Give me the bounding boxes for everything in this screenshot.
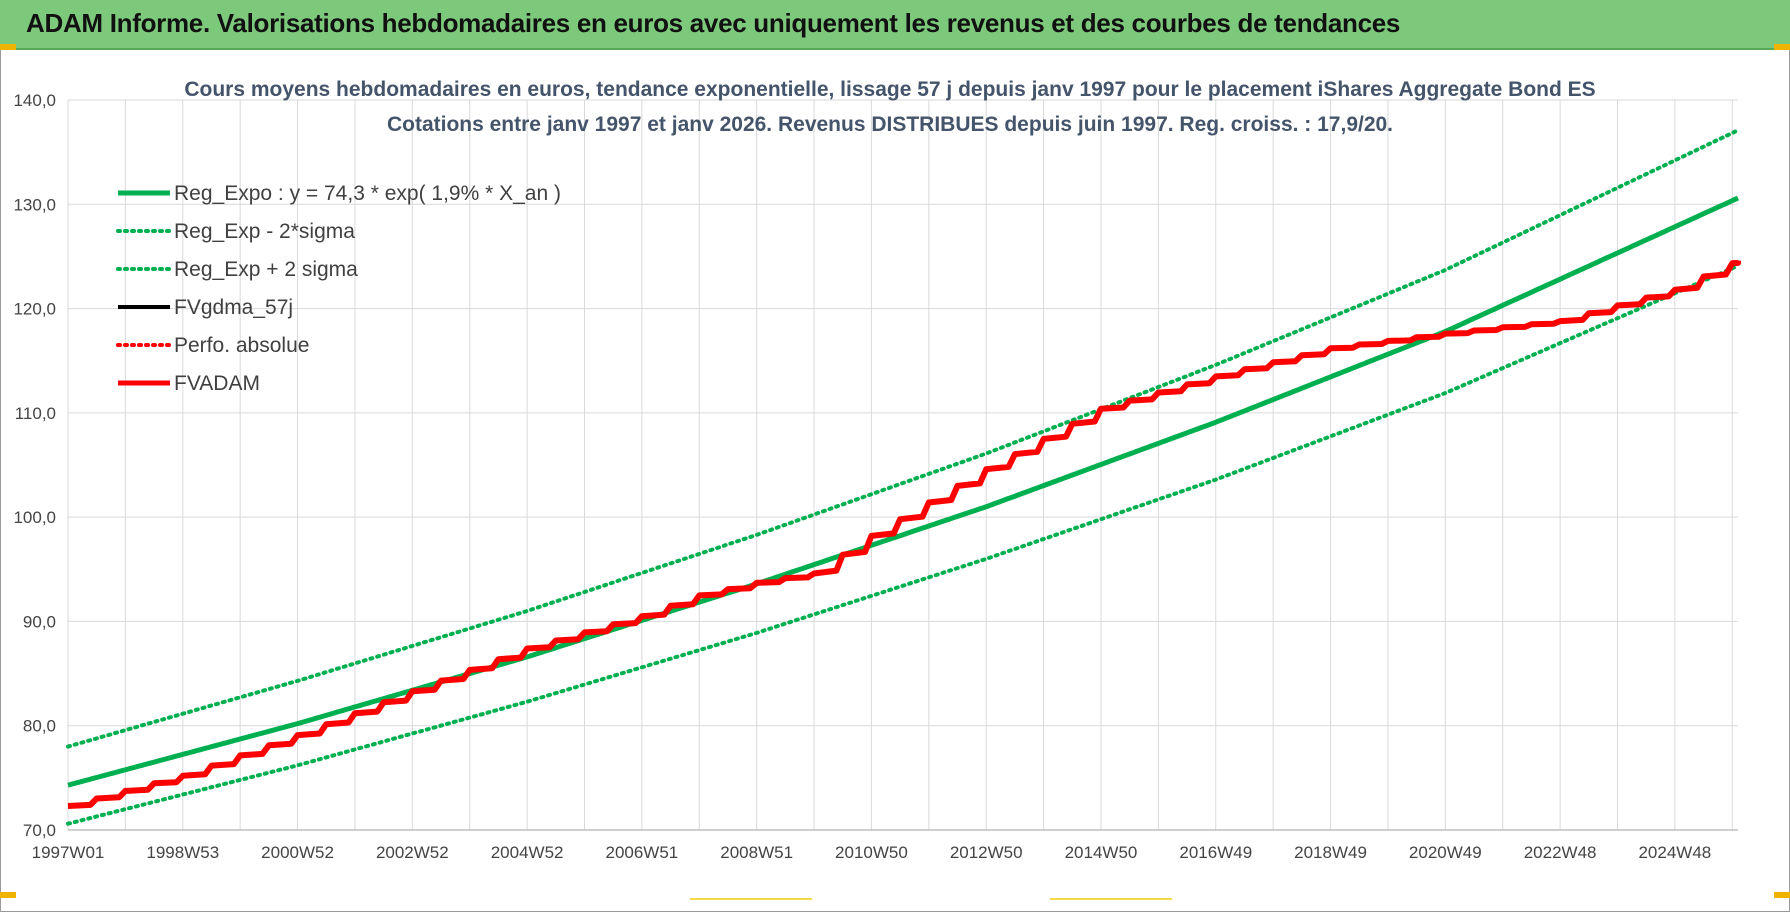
bottom-mark — [1050, 898, 1172, 900]
series-line-0 — [67, 195, 1740, 788]
y-tick-label: 70,0 — [23, 821, 56, 840]
page-title: ADAM Informe. Valorisations hebdomadaire… — [26, 8, 1401, 38]
x-tick-label: 2016W49 — [1179, 843, 1252, 862]
x-axis-ticks: 1997W01 1998W53 2000W52 2002W52 2004W52 2006W… — [32, 843, 1712, 862]
series-line-2 — [66, 128, 1740, 749]
x-tick-label: 2004W52 — [491, 843, 564, 862]
legend-label: Reg_Exp + 2 sigma — [174, 258, 358, 281]
legend-label: FVgdma_57j — [174, 296, 293, 319]
bottom-mark — [690, 898, 812, 900]
corner-mark-right — [1774, 44, 1790, 50]
y-tick-label: 140,0 — [13, 91, 56, 110]
corner-mark-bottom-left — [0, 892, 16, 898]
series-line-5 — [67, 259, 1741, 809]
chart-title: Cours moyens hebdomadaires en euros, ten… — [184, 78, 1595, 101]
corner-mark-bottom-right — [1774, 892, 1790, 898]
x-tick-label: 2010W50 — [835, 843, 908, 862]
x-tick-label: 2020W49 — [1409, 843, 1482, 862]
x-tick-label: 2014W50 — [1065, 843, 1138, 862]
x-tick-label: 2006W51 — [605, 843, 678, 862]
legend-label: Reg_Expo : y = 74,3 * exp( 1,9% * X_an ) — [174, 182, 561, 205]
x-tick-label: 2002W52 — [376, 843, 449, 862]
x-tick-label: 2018W49 — [1294, 843, 1367, 862]
x-tick-label: 1998W53 — [146, 843, 219, 862]
header-bar: ADAM Informe. Valorisations hebdomadaire… — [0, 0, 1790, 50]
y-axis-ticks: 70,0 80,0 90,0 100,0 110,0 120,0 130,0 140,0 — [13, 91, 56, 840]
legend-label: Reg_Exp - 2*sigma — [174, 220, 355, 243]
y-tick-label: 110,0 — [15, 404, 56, 423]
y-tick-label: 100,0 — [13, 508, 56, 527]
x-tick-label: 2022W48 — [1524, 843, 1597, 862]
chart-subtitle: Cotations entre janv 1997 et janv 2026. … — [387, 113, 1393, 136]
y-tick-label: 120,0 — [13, 300, 56, 319]
grid — [67, 99, 1738, 831]
series-lines — [66, 128, 1741, 826]
y-tick-label: 80,0 — [23, 717, 56, 736]
x-tick-label: 2024W48 — [1638, 843, 1711, 862]
x-tick-label: 1997W01 — [32, 843, 105, 862]
x-tick-label: 2012W50 — [950, 843, 1023, 862]
series-line-1 — [66, 263, 1740, 826]
legend: Reg_Expo : y = 74,3 * exp( 1,9% * X_an )… — [116, 182, 561, 395]
x-tick-label: 2008W51 — [720, 843, 793, 862]
y-tick-label: 90,0 — [23, 612, 56, 631]
x-tick-label: 2000W52 — [261, 843, 334, 862]
corner-mark-left — [0, 44, 16, 50]
legend-label: Perfo. absolue — [174, 334, 309, 357]
y-tick-label: 130,0 — [13, 195, 56, 214]
legend-label: FVADAM — [174, 372, 260, 395]
